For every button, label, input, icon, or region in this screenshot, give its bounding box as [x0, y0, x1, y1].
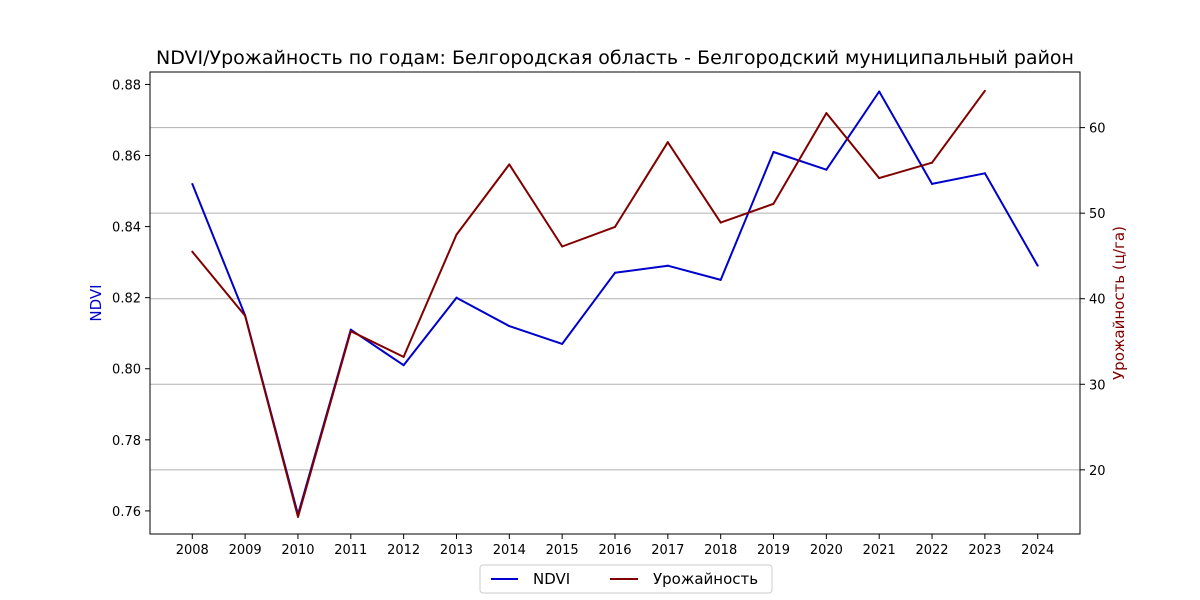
- plot-frame: [149, 71, 1081, 535]
- ndvi-point: [772, 150, 775, 153]
- y-left-tick-label: 0.80: [112, 363, 141, 378]
- legend-ndvi-label: NDVI: [533, 570, 570, 588]
- ndvi-point: [455, 296, 458, 299]
- ndvi-point: [508, 325, 511, 328]
- legend: NDVI Урожайность: [479, 564, 773, 594]
- ndvi-point: [402, 364, 405, 367]
- y-axis-left: 0.76 0.78 0.80 0.82 0.84 0.86 0.88: [112, 78, 150, 520]
- ndvi-point: [561, 342, 564, 345]
- y-right-tick-label: 60: [1089, 122, 1106, 137]
- x-tick-label: 2013: [440, 543, 473, 558]
- yield-point: [244, 314, 247, 317]
- y-axis-left-label: NDVI: [87, 284, 105, 321]
- yield-point: [983, 89, 986, 92]
- x-tick-label: 2023: [968, 543, 1001, 558]
- yield-point: [825, 112, 828, 115]
- y-left-tick-label: 0.76: [112, 505, 141, 520]
- series-layer: [191, 89, 1039, 518]
- yield-point: [772, 202, 775, 205]
- y-left-tick-label: 0.82: [112, 292, 141, 307]
- y-axis-right-label: Урожайность (ц/га): [1110, 226, 1128, 380]
- x-tick-label: 2015: [546, 543, 579, 558]
- x-axis: 2008 2009 2010 2011 2012 2013 2014 2015 2016 2017…: [176, 534, 1054, 558]
- y-left-tick-label: 0.84: [112, 221, 141, 236]
- ndvi-point: [983, 172, 986, 175]
- yield-point: [349, 330, 352, 333]
- x-tick-label: 2018: [704, 543, 737, 558]
- chart-title: NDVI/Урожайность по годам: Белгородская …: [156, 47, 1074, 69]
- ndvi-point: [878, 90, 881, 93]
- yield-point: [508, 163, 511, 166]
- y-left-tick-label: 0.78: [112, 434, 141, 449]
- yield-point: [455, 233, 458, 236]
- x-tick-label: 2008: [176, 543, 209, 558]
- x-tick-label: 2010: [281, 543, 314, 558]
- y-right-tick-label: 30: [1089, 378, 1106, 393]
- yield-point: [296, 515, 299, 518]
- grid: [150, 127, 1080, 471]
- yield-line: [191, 90, 986, 518]
- y-axis-right: 20 30 40 50 60: [1080, 122, 1106, 479]
- x-tick-label: 2020: [810, 543, 843, 558]
- x-tick-label: 2022: [915, 543, 948, 558]
- yield-point: [191, 250, 194, 253]
- x-tick-label: 2014: [493, 543, 526, 558]
- yield-point: [561, 245, 564, 248]
- yield-point: [402, 355, 405, 358]
- y-left-tick-label: 0.86: [112, 150, 141, 165]
- yield-point: [666, 141, 669, 144]
- y-right-tick-label: 40: [1089, 293, 1106, 308]
- x-tick-label: 2016: [598, 543, 631, 558]
- ndvi-line: [191, 90, 1039, 516]
- x-tick-label: 2011: [334, 543, 367, 558]
- ndvi-point: [614, 271, 616, 274]
- y-right-tick-label: 50: [1089, 207, 1106, 222]
- ndvi-point: [191, 182, 194, 185]
- ndvi-point: [931, 182, 934, 185]
- x-tick-label: 2009: [229, 543, 262, 558]
- ndvi-point: [349, 328, 352, 331]
- x-tick-label: 2019: [757, 543, 790, 558]
- x-tick-label: 2012: [387, 543, 420, 558]
- ndvi-point: [719, 278, 722, 281]
- ndvi-point: [825, 168, 828, 171]
- x-tick-label: 2021: [863, 543, 896, 558]
- yield-point: [878, 177, 881, 180]
- yield-point: [614, 225, 616, 228]
- x-tick-label: 2024: [1021, 543, 1054, 558]
- ndvi-point: [666, 264, 669, 267]
- y-left-tick-label: 0.88: [112, 78, 141, 93]
- x-tick-label: 2017: [651, 543, 684, 558]
- yield-point: [931, 161, 934, 164]
- ndvi-point: [1036, 264, 1039, 267]
- legend-yield-label: Урожайность: [653, 570, 758, 588]
- y-right-tick-label: 20: [1089, 464, 1106, 479]
- yield-point: [719, 221, 722, 224]
